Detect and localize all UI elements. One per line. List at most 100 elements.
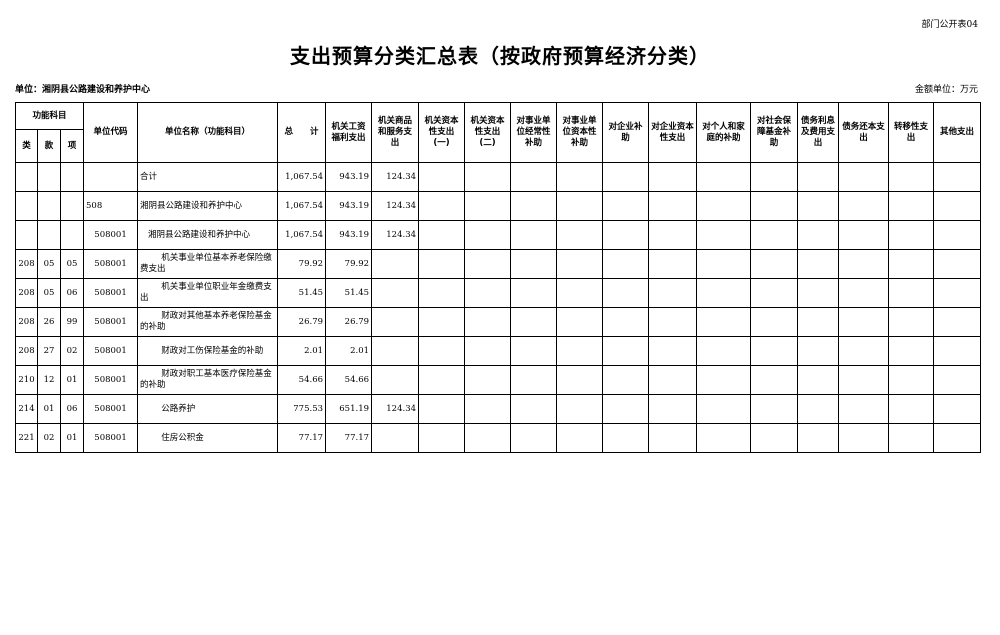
cell-empty bbox=[838, 278, 890, 308]
cell-empty bbox=[648, 162, 698, 192]
table-row: 508 湘阴县公路建设和养护中心 1,067.54 943.19 124.34 bbox=[15, 191, 982, 221]
cell-code: 508001 bbox=[83, 336, 139, 366]
cell-lei: 214 bbox=[15, 394, 38, 424]
cell-empty bbox=[602, 162, 650, 192]
cell-lei bbox=[15, 162, 38, 192]
cell-empty bbox=[464, 249, 512, 279]
table-row: 208 05 06 508001 机关事业单位职业年金缴费支出 51.45 51.45 bbox=[15, 278, 982, 308]
cell-empty bbox=[602, 394, 650, 424]
header-col-6: 对事业单位资本性补助 bbox=[556, 102, 604, 163]
cell-empty bbox=[648, 307, 698, 337]
header-unit-code: 单位代码 bbox=[83, 102, 139, 163]
header-kuan: 款 bbox=[37, 129, 61, 163]
table-row: 合计 1,067.54 943.19 124.34 bbox=[15, 162, 982, 192]
cell-v1: 943.19 bbox=[325, 162, 373, 192]
cell-empty bbox=[797, 394, 840, 424]
cell-empty bbox=[648, 365, 698, 395]
cell-empty bbox=[418, 162, 466, 192]
cell-empty bbox=[510, 249, 558, 279]
cell-empty bbox=[797, 249, 840, 279]
cell-total: 1,067.54 bbox=[277, 220, 327, 250]
cell-empty bbox=[648, 220, 698, 250]
cell-empty bbox=[888, 394, 935, 424]
cell-empty bbox=[510, 336, 558, 366]
cell-empty bbox=[696, 423, 752, 453]
cell-empty bbox=[696, 394, 752, 424]
cell-v1: 943.19 bbox=[325, 191, 373, 221]
cell-empty bbox=[750, 423, 799, 453]
cell-xiang: 05 bbox=[59, 249, 85, 279]
cell-empty bbox=[510, 394, 558, 424]
cell-kuan: 12 bbox=[37, 365, 61, 395]
header-lei: 类 bbox=[15, 129, 38, 163]
cell-code: 508001 bbox=[83, 278, 139, 308]
cell-kuan: 26 bbox=[37, 307, 61, 337]
cell-empty bbox=[888, 307, 935, 337]
cell-empty bbox=[556, 394, 604, 424]
cell-xiang: 01 bbox=[59, 365, 85, 395]
cell-empty bbox=[510, 307, 558, 337]
table-row: 210 12 01 508001 财政对职工基本医疗保险基金的补助 54.66 54.66 bbox=[15, 365, 982, 395]
header-col-8: 对企业资本性支出 bbox=[648, 102, 698, 163]
cell-empty bbox=[418, 220, 466, 250]
cell-empty bbox=[838, 307, 890, 337]
cell-empty bbox=[696, 191, 752, 221]
cell-empty bbox=[750, 336, 799, 366]
cell-empty bbox=[510, 162, 558, 192]
header-col-11: 债务利息及费用支出 bbox=[797, 102, 840, 163]
cell-empty bbox=[418, 278, 466, 308]
cell-empty bbox=[510, 365, 558, 395]
cell-empty bbox=[602, 278, 650, 308]
cell-empty bbox=[933, 162, 982, 192]
cell-empty bbox=[933, 278, 982, 308]
cell-empty bbox=[510, 423, 558, 453]
cell-empty bbox=[797, 423, 840, 453]
cell-empty bbox=[464, 394, 512, 424]
cell-empty bbox=[602, 191, 650, 221]
cell-v1: 2.01 bbox=[325, 336, 373, 366]
cell-empty bbox=[602, 423, 650, 453]
header-col-1: 机关工资福利支出 bbox=[325, 102, 373, 163]
cell-kuan bbox=[37, 162, 61, 192]
cell-empty bbox=[797, 191, 840, 221]
header-col-13: 转移性支出 bbox=[888, 102, 935, 163]
cell-name: 财政对工伤保险基金的补助 bbox=[137, 336, 279, 366]
cell-xiang bbox=[59, 220, 85, 250]
cell-empty bbox=[838, 162, 890, 192]
cell-empty bbox=[464, 336, 512, 366]
cell-name: 机关事业单位基本养老保险缴费支出 bbox=[137, 249, 279, 279]
cell-empty bbox=[933, 394, 982, 424]
cell-empty bbox=[464, 191, 512, 221]
cell-kuan bbox=[37, 191, 61, 221]
cell-empty bbox=[838, 336, 890, 366]
header-xiang: 项 bbox=[59, 129, 85, 163]
cell-empty bbox=[418, 249, 466, 279]
cell-xiang bbox=[59, 191, 85, 221]
cell-empty bbox=[556, 307, 604, 337]
cell-empty bbox=[838, 423, 890, 453]
header-unit-name: 单位名称（功能科目） bbox=[137, 102, 279, 163]
header-col-7: 对企业补助 bbox=[602, 102, 650, 163]
cell-code bbox=[83, 162, 139, 192]
cell-empty bbox=[556, 365, 604, 395]
cell-v2 bbox=[371, 336, 420, 366]
cell-name: 机关事业单位职业年金缴费支出 bbox=[137, 278, 279, 308]
cell-empty bbox=[696, 307, 752, 337]
cell-total: 79.92 bbox=[277, 249, 327, 279]
header-col-4: 机关资本性支出(二) bbox=[464, 102, 512, 163]
cell-empty bbox=[418, 336, 466, 366]
cell-empty bbox=[464, 162, 512, 192]
cell-name: 财政对职工基本医疗保险基金的补助 bbox=[137, 365, 279, 395]
cell-empty bbox=[648, 249, 698, 279]
header-col-9: 对个人和家庭的补助 bbox=[696, 102, 752, 163]
cell-empty bbox=[602, 365, 650, 395]
cell-v2 bbox=[371, 278, 420, 308]
cell-empty bbox=[418, 423, 466, 453]
table-row: 221 02 01 508001 住房公积金 77.17 77.17 bbox=[15, 423, 982, 453]
money-unit-label: 金额单位：万元 bbox=[914, 85, 978, 95]
cell-name: 合计 bbox=[137, 162, 279, 192]
cell-v2 bbox=[371, 249, 420, 279]
cell-empty bbox=[933, 423, 982, 453]
cell-empty bbox=[602, 249, 650, 279]
cell-empty bbox=[418, 191, 466, 221]
